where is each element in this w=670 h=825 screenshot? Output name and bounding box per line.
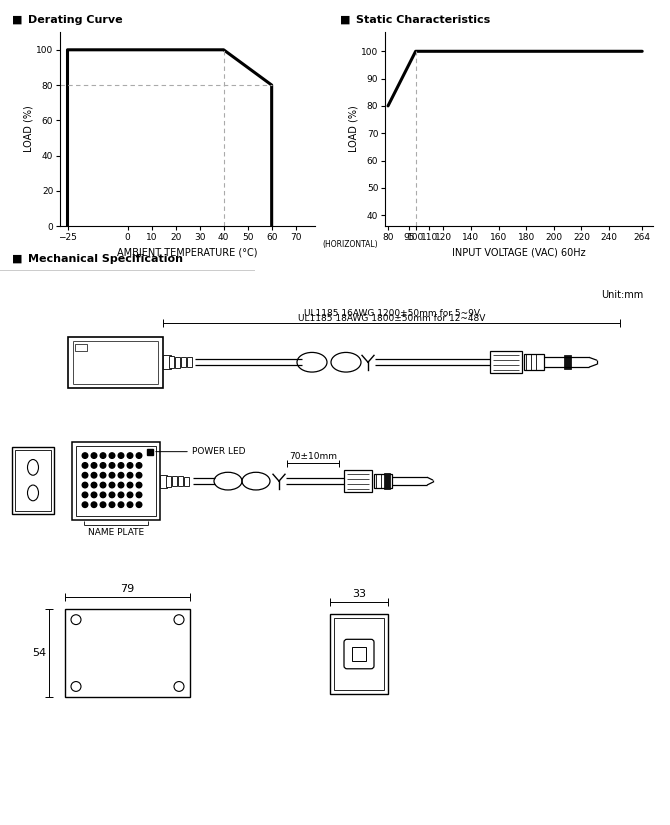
Circle shape xyxy=(136,483,142,488)
Text: ■: ■ xyxy=(12,15,23,25)
Text: 54: 54 xyxy=(32,648,46,658)
Circle shape xyxy=(100,502,106,507)
Bar xyxy=(76,446,156,516)
Circle shape xyxy=(109,453,115,459)
Circle shape xyxy=(136,463,142,468)
Circle shape xyxy=(127,473,133,478)
Circle shape xyxy=(136,473,142,478)
Circle shape xyxy=(91,463,96,468)
Circle shape xyxy=(118,483,124,488)
Text: POWER LED: POWER LED xyxy=(192,447,245,456)
Circle shape xyxy=(118,473,124,478)
Circle shape xyxy=(100,453,106,459)
Circle shape xyxy=(118,453,124,459)
Bar xyxy=(15,450,51,511)
Circle shape xyxy=(136,453,142,459)
Bar xyxy=(344,470,372,492)
Text: ■: ■ xyxy=(340,15,351,25)
Circle shape xyxy=(127,493,133,497)
Bar xyxy=(68,337,163,388)
Bar xyxy=(564,356,571,369)
Bar xyxy=(187,357,192,367)
Bar xyxy=(72,442,160,521)
Circle shape xyxy=(91,502,96,507)
Circle shape xyxy=(109,502,115,507)
Bar xyxy=(175,357,180,368)
Circle shape xyxy=(82,473,88,478)
Text: 33: 33 xyxy=(352,589,366,599)
Text: Unit:mm: Unit:mm xyxy=(601,290,643,300)
Text: (HORIZONTAL): (HORIZONTAL) xyxy=(322,239,378,248)
Text: UL1185 16AWG 1200±50mm for 5~9V: UL1185 16AWG 1200±50mm for 5~9V xyxy=(304,309,480,318)
Circle shape xyxy=(127,483,133,488)
Circle shape xyxy=(91,473,96,478)
Circle shape xyxy=(136,502,142,507)
Circle shape xyxy=(109,483,115,488)
Bar xyxy=(334,618,384,691)
Y-axis label: LOAD (%): LOAD (%) xyxy=(23,106,34,153)
Bar xyxy=(490,351,522,373)
Circle shape xyxy=(100,493,106,497)
Bar xyxy=(172,476,177,486)
Circle shape xyxy=(82,493,88,497)
Bar xyxy=(184,477,189,486)
Text: 70±10mm: 70±10mm xyxy=(289,452,337,461)
Circle shape xyxy=(127,453,133,459)
Circle shape xyxy=(100,483,106,488)
Circle shape xyxy=(100,473,106,478)
Bar xyxy=(524,355,544,370)
Text: ■: ■ xyxy=(12,254,23,264)
Circle shape xyxy=(127,463,133,468)
Bar xyxy=(166,476,171,487)
Bar xyxy=(384,474,390,489)
Bar xyxy=(178,476,183,486)
Bar xyxy=(65,609,190,697)
Circle shape xyxy=(82,463,88,468)
X-axis label: INPUT VOLTAGE (VAC) 60Hz: INPUT VOLTAGE (VAC) 60Hz xyxy=(452,248,586,257)
Bar xyxy=(352,647,366,661)
Circle shape xyxy=(91,493,96,497)
Circle shape xyxy=(118,493,124,497)
Circle shape xyxy=(109,493,115,497)
Text: 79: 79 xyxy=(121,584,135,594)
Circle shape xyxy=(91,453,96,459)
Bar xyxy=(181,357,186,367)
Text: Mechanical Specification: Mechanical Specification xyxy=(28,254,183,264)
Bar xyxy=(75,343,87,351)
Circle shape xyxy=(118,463,124,468)
Bar xyxy=(169,356,174,368)
Bar xyxy=(147,449,153,455)
Circle shape xyxy=(109,473,115,478)
Bar xyxy=(160,475,167,488)
FancyBboxPatch shape xyxy=(344,639,374,669)
Bar xyxy=(374,474,392,488)
Y-axis label: LOAD (%): LOAD (%) xyxy=(348,106,358,153)
Circle shape xyxy=(91,483,96,488)
Bar xyxy=(163,356,171,369)
Text: NAME PLATE: NAME PLATE xyxy=(88,528,144,537)
Bar xyxy=(330,614,388,695)
Text: UL1185 18AWG 1800±50mm for 12~48V: UL1185 18AWG 1800±50mm for 12~48V xyxy=(297,314,485,323)
Circle shape xyxy=(136,493,142,497)
X-axis label: AMBIENT TEMPERATURE (°C): AMBIENT TEMPERATURE (°C) xyxy=(117,248,258,257)
Circle shape xyxy=(82,502,88,507)
Bar xyxy=(12,447,54,513)
Circle shape xyxy=(109,463,115,468)
Circle shape xyxy=(127,502,133,507)
Circle shape xyxy=(118,502,124,507)
Circle shape xyxy=(100,463,106,468)
Text: Derating Curve: Derating Curve xyxy=(28,15,123,25)
Circle shape xyxy=(82,483,88,488)
Text: Static Characteristics: Static Characteristics xyxy=(356,15,490,25)
Circle shape xyxy=(82,453,88,459)
